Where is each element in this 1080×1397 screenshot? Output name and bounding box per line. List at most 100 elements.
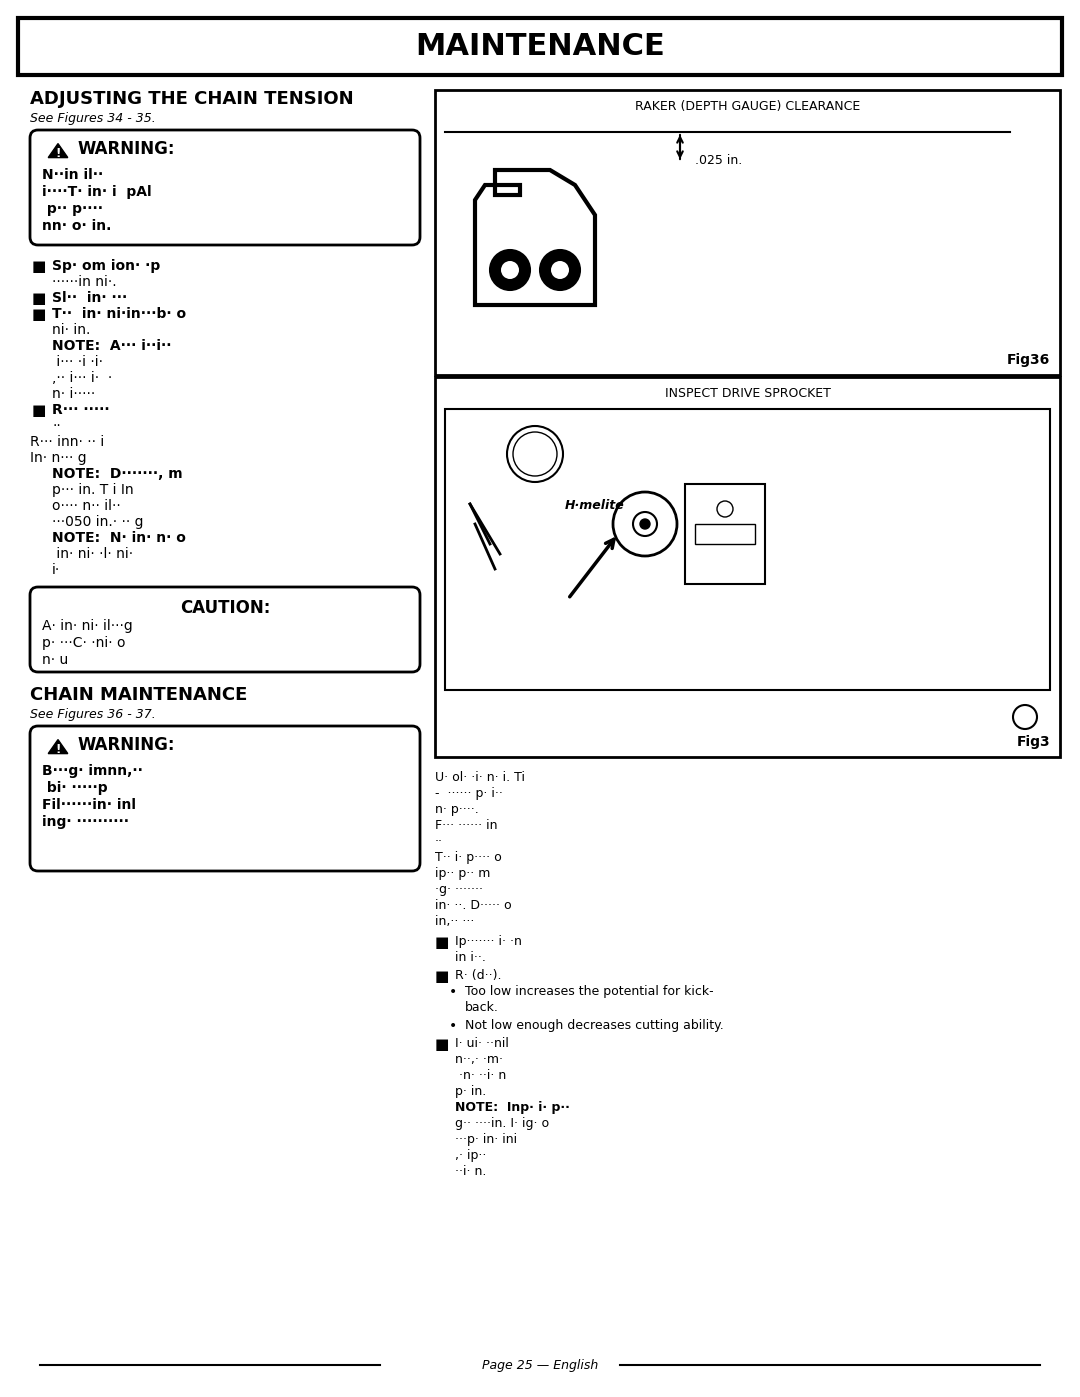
- Circle shape: [613, 492, 677, 556]
- Text: N··in il··: N··in il··: [42, 168, 104, 182]
- Text: ip·· p·· m: ip·· p·· m: [435, 868, 490, 880]
- Text: I· ui· ··nil: I· ui· ··nil: [455, 1037, 509, 1051]
- Text: •: •: [449, 985, 457, 999]
- Text: p··· in. T i In: p··· in. T i In: [52, 483, 134, 497]
- Text: .025 in.: .025 in.: [696, 154, 742, 168]
- Text: INSPECT DRIVE SPROCKET: INSPECT DRIVE SPROCKET: [664, 387, 831, 400]
- Text: n· p····.: n· p····.: [435, 803, 478, 816]
- Text: NOTE:  D·······, m: NOTE: D·······, m: [52, 467, 183, 481]
- Circle shape: [717, 502, 733, 517]
- Text: ■: ■: [435, 1037, 449, 1052]
- Text: ··: ··: [435, 835, 443, 848]
- Text: n··,· ·m·: n··,· ·m·: [455, 1053, 503, 1066]
- Text: T··  in· ni·in···b· o: T·· in· ni·in···b· o: [52, 307, 186, 321]
- Circle shape: [551, 261, 569, 279]
- Text: ■: ■: [32, 307, 46, 321]
- Circle shape: [507, 426, 563, 482]
- Text: ing· ··········: ing· ··········: [42, 814, 129, 828]
- Text: Fig36: Fig36: [1007, 353, 1050, 367]
- Bar: [685, 483, 765, 584]
- Text: Ip······· i· ·n: Ip······· i· ·n: [455, 935, 522, 949]
- Text: ■: ■: [32, 291, 46, 306]
- Text: MAINTENANCE: MAINTENANCE: [415, 32, 665, 61]
- Text: R· (d··).: R· (d··).: [455, 970, 501, 982]
- Circle shape: [513, 432, 557, 476]
- Text: i·: i·: [52, 563, 60, 577]
- Bar: [435, 89, 1059, 374]
- Text: CAUTION:: CAUTION:: [179, 599, 270, 617]
- Circle shape: [633, 511, 657, 536]
- Text: ■: ■: [32, 258, 46, 274]
- Text: p· in.: p· in.: [455, 1085, 486, 1098]
- Text: p· ···C· ·ni· o: p· ···C· ·ni· o: [42, 636, 125, 650]
- Text: ■: ■: [32, 402, 46, 418]
- Text: !: !: [55, 743, 60, 756]
- Text: -  ······ p· i··: - ······ p· i··: [435, 787, 503, 800]
- Text: ··i· n.: ··i· n.: [455, 1165, 486, 1178]
- Text: Fig3: Fig3: [1016, 735, 1050, 749]
- Text: back.: back.: [465, 1002, 499, 1014]
- Bar: [445, 409, 1050, 690]
- Text: F··· ······ in: F··· ······ in: [435, 819, 498, 833]
- Text: T·· i· p···· o: T·· i· p···· o: [435, 851, 502, 863]
- Circle shape: [540, 250, 580, 291]
- Circle shape: [640, 520, 650, 529]
- Text: in,·· ···: in,·· ···: [435, 915, 474, 928]
- Text: in i··.: in i··.: [455, 951, 486, 964]
- Text: ,· ip··: ,· ip··: [455, 1148, 486, 1162]
- Text: g·· ····in. I· ig· o: g·· ····in. I· ig· o: [455, 1118, 549, 1130]
- Text: ■: ■: [435, 970, 449, 983]
- Text: ··: ··: [52, 419, 60, 433]
- Text: NOTE:  N· in· n· o: NOTE: N· in· n· o: [52, 531, 186, 545]
- Text: !: !: [55, 147, 60, 159]
- Text: i····T· in· i  pAl: i····T· in· i pAl: [42, 184, 151, 198]
- Text: CHAIN MAINTENANCE: CHAIN MAINTENANCE: [30, 686, 247, 704]
- Text: B···g· imnn,··: B···g· imnn,··: [42, 764, 143, 778]
- Text: ■: ■: [435, 935, 449, 950]
- Text: A· in· ni· il···g: A· in· ni· il···g: [42, 619, 133, 633]
- Text: ·g· ·······: ·g· ·······: [435, 883, 483, 895]
- Circle shape: [1013, 705, 1037, 729]
- Text: n· i·····: n· i·····: [52, 387, 95, 401]
- Text: p·· p····: p·· p····: [42, 203, 103, 217]
- Text: Sp· om ion· ·p: Sp· om ion· ·p: [52, 258, 160, 272]
- Text: •: •: [449, 1018, 457, 1032]
- Text: n· u: n· u: [42, 652, 68, 666]
- Text: NOTE:  A··· i··i··: NOTE: A··· i··i··: [52, 339, 172, 353]
- Text: o···· n·· il··: o···· n·· il··: [52, 499, 121, 513]
- Text: nn· o· in.: nn· o· in.: [42, 219, 111, 233]
- Bar: [435, 377, 1059, 757]
- Polygon shape: [49, 739, 68, 753]
- Circle shape: [490, 250, 530, 291]
- Text: In· n··· g: In· n··· g: [30, 451, 86, 465]
- Text: Not low enough decreases cutting ability.: Not low enough decreases cutting ability…: [465, 1018, 724, 1032]
- Text: Too low increases the potential for kick-: Too low increases the potential for kick…: [465, 985, 714, 997]
- Bar: [696, 524, 755, 543]
- Text: WARNING:: WARNING:: [78, 736, 175, 754]
- Text: bi· ·····p: bi· ·····p: [42, 781, 108, 795]
- Text: See Figures 34 - 35.: See Figures 34 - 35.: [30, 112, 156, 124]
- Text: in· ··. D····· o: in· ··. D····· o: [435, 900, 512, 912]
- Circle shape: [501, 261, 519, 279]
- Text: Fil······in· inl: Fil······in· inl: [42, 798, 136, 812]
- Text: Page 25 — English: Page 25 — English: [482, 1358, 598, 1372]
- Text: ······in ni·.: ······in ni·.: [52, 275, 117, 289]
- Text: R··· inn· ·· i: R··· inn· ·· i: [30, 434, 105, 448]
- Text: Sl··  in· ···: Sl·· in· ···: [52, 291, 127, 305]
- Text: ·n· ··i· n: ·n· ··i· n: [455, 1069, 507, 1083]
- Text: See Figures 36 - 37.: See Figures 36 - 37.: [30, 708, 156, 721]
- Text: RAKER (DEPTH GAUGE) CLEARANCE: RAKER (DEPTH GAUGE) CLEARANCE: [635, 101, 860, 113]
- Text: ADJUSTING THE CHAIN TENSION: ADJUSTING THE CHAIN TENSION: [30, 89, 353, 108]
- Text: H·melite: H·melite: [565, 499, 624, 511]
- Text: ,·· i··· i·  ·: ,·· i··· i· ·: [52, 372, 112, 386]
- Text: NOTE:  Inp· i· p··: NOTE: Inp· i· p··: [455, 1101, 570, 1113]
- Text: ···p· in· ini: ···p· in· ini: [455, 1133, 517, 1146]
- Text: WARNING:: WARNING:: [78, 140, 175, 158]
- Text: U· ol· ·i· n· i. Ti: U· ol· ·i· n· i. Ti: [435, 771, 525, 784]
- Text: R··· ·····: R··· ·····: [52, 402, 110, 416]
- Polygon shape: [49, 144, 68, 158]
- Text: i··· ·i ·i·: i··· ·i ·i·: [52, 355, 103, 369]
- Bar: [18, 18, 1062, 75]
- Text: ···050 in.· ·· g: ···050 in.· ·· g: [52, 515, 144, 529]
- Polygon shape: [475, 170, 595, 305]
